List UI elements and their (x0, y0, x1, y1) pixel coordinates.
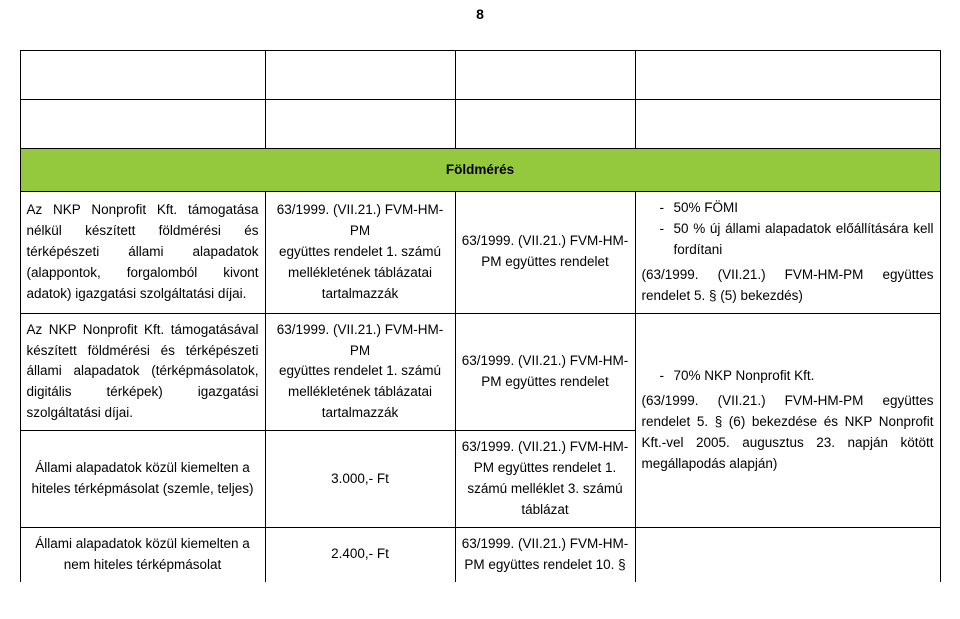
section-header-row: Földmérés (20, 149, 940, 192)
note-cell: 50% FÖMI 50 % új állami alapadatok előál… (635, 192, 940, 314)
note-cell (635, 527, 940, 581)
main-table: Földmérés Az NKP Nonprofit Kft. támogatá… (20, 50, 941, 582)
ref-cell: 63/1999. (VII.21.) FVM-HM-PM együttes re… (265, 192, 455, 314)
law-line: 63/1999. (VII.21.) FVM-HM- (462, 536, 629, 551)
ref-line: mellékletének táblázatai (288, 384, 432, 399)
empty-row-1 (20, 51, 940, 100)
law-cell: 63/1999. (VII.21.) FVM-HM- PM együttes r… (455, 527, 635, 581)
law-cell: 63/1999. (VII.21.) FVM-HM- PM együttes r… (455, 431, 635, 528)
ref-line: tartalmazzák (322, 286, 399, 301)
ref-line: együttes rendelet 1. számú (279, 244, 441, 259)
desc-cell: Az NKP Nonprofit Kft. támogatása nélkül … (20, 192, 265, 314)
desc-cell: Állami alapadatok közül kiemelten a hite… (20, 431, 265, 528)
note-tail: (63/1999. (VII.21.) FVM-HM-PM együttes r… (642, 393, 934, 471)
law-cell: 63/1999. (VII.21.) FVM-HM- PM együttes r… (455, 313, 635, 431)
law-line: PM együttes rendelet (481, 374, 609, 389)
note-list: 70% NKP Nonprofit Kft. (642, 366, 934, 387)
empty-cell (455, 100, 635, 149)
law-line: 63/1999. (VII.21.) FVM-HM- (462, 439, 629, 454)
ref-line: tartalmazzák (322, 405, 399, 420)
empty-cell (635, 100, 940, 149)
empty-cell (635, 51, 940, 100)
law-line: PM együttes rendelet (481, 254, 609, 269)
ref-cell: 63/1999. (VII.21.) FVM-HM-PM együttes re… (265, 313, 455, 431)
law-line: számú melléklet 3. számú (467, 481, 622, 496)
law-cell: 63/1999. (VII.21.) FVM-HM- PM együttes r… (455, 192, 635, 314)
note-item: 50 % új állami alapadatok előállítására … (660, 219, 934, 261)
page-number: 8 (0, 0, 960, 22)
note-item: 50% FÖMI (660, 198, 934, 219)
ref-line: 63/1999. (VII.21.) FVM-HM-PM (277, 322, 444, 358)
table-row: Az NKP Nonprofit Kft. támogatása nélkül … (20, 192, 940, 314)
law-line: 63/1999. (VII.21.) FVM-HM- (462, 233, 629, 248)
law-line: táblázat (521, 502, 568, 517)
section-header: Földmérés (20, 149, 940, 192)
law-line: 63/1999. (VII.21.) FVM-HM- (462, 353, 629, 368)
note-tail: (63/1999. (VII.21.) FVM-HM-PM együttes r… (642, 267, 934, 303)
empty-cell (265, 51, 455, 100)
empty-cell (455, 51, 635, 100)
empty-cell (20, 51, 265, 100)
ref-line: mellékletének táblázatai (288, 265, 432, 280)
empty-row-2 (20, 100, 940, 149)
law-line: PM együttes rendelet 1. (474, 460, 617, 475)
empty-cell (20, 100, 265, 149)
law-line: PM együttes rendelet 10. § (464, 557, 625, 572)
desc-cell: Állami alapadatok közül kiemelten a nem … (20, 527, 265, 581)
note-list: 50% FÖMI 50 % új állami alapadatok előál… (642, 198, 934, 261)
ref-line: együttes rendelet 1. számú (279, 363, 441, 378)
empty-cell (265, 100, 455, 149)
table-row: Az NKP Nonprofit Kft. támogatásával kész… (20, 313, 940, 431)
note-cell-merged: 70% NKP Nonprofit Kft. (63/1999. (VII.21… (635, 313, 940, 527)
table-row: Állami alapadatok közül kiemelten a nem … (20, 527, 940, 581)
price-cell: 2.400,- Ft (265, 527, 455, 581)
note-item: 70% NKP Nonprofit Kft. (660, 366, 934, 387)
ref-line: 63/1999. (VII.21.) FVM-HM-PM (277, 202, 444, 238)
price-cell: 3.000,- Ft (265, 431, 455, 528)
page: 8 Földmérés Az NKP Nonprofit Kft. támoga… (0, 0, 960, 619)
desc-cell: Az NKP Nonprofit Kft. támogatásával kész… (20, 313, 265, 431)
